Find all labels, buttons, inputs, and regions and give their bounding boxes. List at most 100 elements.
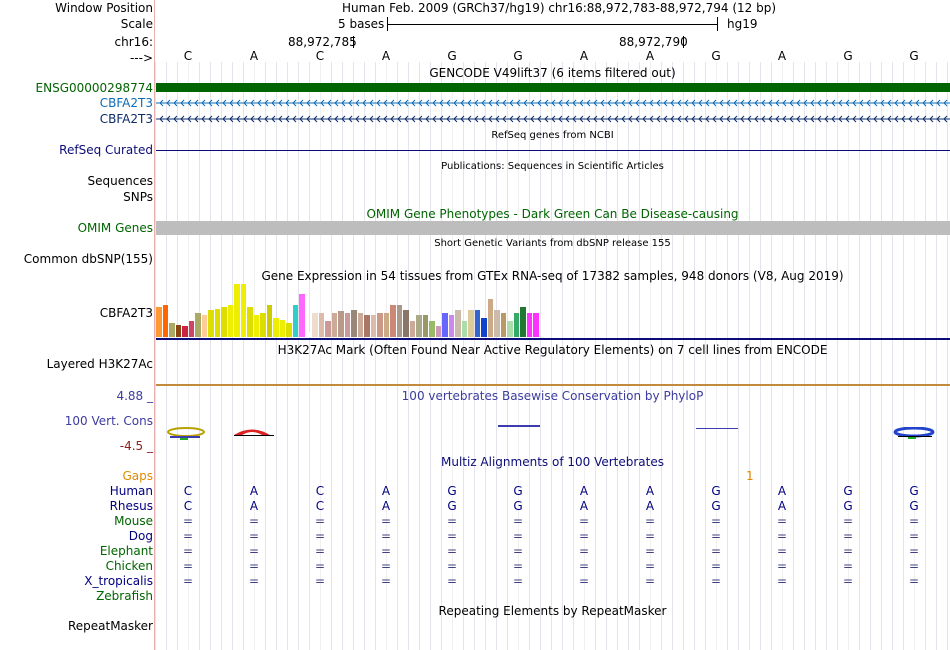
gencode-track-title[interactable]: GENCODE V49lift37 (6 items filtered out) — [429, 66, 676, 80]
gtex-track-label[interactable]: CBFA2T3 — [99, 306, 153, 320]
multiz-species-label[interactable]: Zebrafish — [96, 589, 153, 603]
gtex-tissue-bar[interactable] — [474, 310, 480, 337]
gtex-tissue-bar[interactable] — [325, 321, 331, 337]
gencode-gene-3-label[interactable]: CBFA2T3 — [99, 112, 153, 126]
gtex-tissue-bar[interactable] — [500, 313, 506, 337]
gtex-tissue-bar[interactable] — [299, 294, 305, 337]
gtex-tissue-bar[interactable] — [377, 313, 383, 337]
gtex-tissue-bar[interactable] — [338, 311, 344, 337]
gtex-tissue-bar[interactable] — [357, 313, 363, 337]
gtex-tissue-bar[interactable] — [533, 313, 539, 337]
repeatmasker-track-label[interactable]: RepeatMasker — [67, 619, 153, 633]
dbsnp-track-label[interactable]: Common dbSNP(155) — [23, 252, 153, 266]
gtex-tissue-bar[interactable] — [162, 305, 168, 337]
gtex-tissue-bar[interactable] — [448, 315, 454, 337]
gtex-tissue-bar[interactable] — [195, 313, 201, 337]
gtex-tissue-bar[interactable] — [227, 305, 233, 337]
multiz-species-label[interactable]: Rhesus — [109, 499, 153, 513]
gtex-tissue-bar[interactable] — [305, 332, 311, 337]
multiz-species-label[interactable]: Chicken — [105, 559, 153, 573]
gtex-tissue-bar[interactable] — [208, 310, 214, 337]
multiz-species-label[interactable]: X_tropicalis — [84, 574, 153, 588]
gtex-tissue-bar[interactable] — [273, 318, 279, 337]
strand-arrow — [866, 99, 871, 107]
gtex-tissue-bar[interactable] — [286, 323, 292, 337]
multiz-species-label[interactable]: Mouse — [114, 514, 153, 528]
publications-label-sequences[interactable]: Sequences — [87, 174, 153, 188]
gtex-tissue-bar[interactable] — [507, 321, 513, 337]
gtex-tissue-bar[interactable] — [435, 326, 441, 337]
gtex-tissue-bar[interactable] — [526, 313, 532, 337]
gtex-tissue-bar[interactable] — [188, 321, 194, 337]
gtex-tissue-bar[interactable] — [344, 313, 350, 337]
phylop-track-label[interactable]: 100 Vert. Cons — [64, 414, 153, 428]
gtex-tissue-bar[interactable] — [175, 325, 181, 337]
gtex-tissue-bar[interactable] — [403, 310, 409, 337]
gtex-tissue-bar[interactable] — [370, 315, 376, 337]
window-position-value[interactable]: Human Feb. 2009 (GRCh37/hg19) chr16:88,9… — [342, 1, 777, 15]
refseq-feature[interactable] — [156, 150, 950, 151]
refseq-track-label[interactable]: RefSeq Curated — [59, 143, 153, 157]
gencode-gene-2-label[interactable]: CBFA2T3 — [99, 96, 153, 110]
gtex-tissue-bar[interactable] — [201, 315, 207, 337]
dbsnp-track-title[interactable]: Short Genetic Variants from dbSNP releas… — [434, 238, 671, 249]
phylop-logo-small-2 — [696, 428, 738, 429]
gtex-tissue-bar[interactable] — [279, 320, 285, 337]
multiz-species-label[interactable]: Human — [109, 484, 153, 498]
multiz-species-label[interactable]: Dog — [128, 529, 153, 543]
gtex-tissue-bar[interactable] — [429, 321, 435, 337]
omim-track-label[interactable]: OMIM Genes — [77, 221, 153, 235]
gtex-tissue-bar[interactable] — [513, 313, 519, 337]
gtex-tissue-bar[interactable] — [331, 313, 337, 337]
gtex-tissue-bar[interactable] — [260, 313, 266, 337]
gencode-gene-3-feature[interactable] — [156, 114, 950, 124]
gtex-tissue-bar[interactable] — [169, 323, 175, 337]
publications-label-snps[interactable]: SNPs — [123, 190, 153, 204]
gtex-tissue-bar[interactable] — [364, 315, 370, 337]
gtex-tissue-bar[interactable] — [455, 310, 461, 337]
gtex-tissue-bar[interactable] — [318, 313, 324, 337]
publications-track-title[interactable]: Publications: Sequences in Scientific Ar… — [441, 161, 664, 172]
gtex-tissue-bar[interactable] — [266, 305, 272, 337]
gtex-tissue-bar[interactable] — [156, 307, 162, 337]
gencode-gene-1-label[interactable]: ENSG00000298774 — [35, 81, 153, 95]
gtex-tissue-bar[interactable] — [442, 313, 448, 337]
gencode-gene-1-feature[interactable] — [156, 83, 950, 92]
gtex-tissue-bar[interactable] — [240, 284, 246, 337]
gtex-tissue-bar[interactable] — [234, 284, 240, 337]
gtex-tissue-bar[interactable] — [396, 305, 402, 337]
gtex-tissue-bar[interactable] — [422, 315, 428, 337]
multiz-species-label[interactable]: Elephant — [99, 544, 153, 558]
multiz-track-title[interactable]: Multiz Alignments of 100 Vertebrates — [440, 455, 665, 469]
h3k27ac-signal[interactable] — [156, 384, 950, 386]
omim-feature[interactable] — [156, 221, 950, 235]
gtex-tissue-bar[interactable] — [409, 321, 415, 337]
gtex-tissue-bar[interactable] — [253, 315, 259, 337]
gtex-tissue-bar[interactable] — [494, 310, 500, 337]
omim-track-title[interactable]: OMIM Gene Phenotypes - Dark Green Can Be… — [366, 207, 739, 221]
gtex-tissue-bar[interactable] — [383, 313, 389, 337]
phylop-track-title[interactable]: 100 vertebrates Basewise Conservation by… — [401, 389, 704, 403]
gtex-track-title[interactable]: Gene Expression in 54 tissues from GTEx … — [261, 269, 844, 283]
repeatmasker-track-title[interactable]: Repeating Elements by RepeatMasker — [438, 604, 667, 618]
gtex-tissue-bar[interactable] — [292, 305, 298, 337]
gtex-tissue-bar[interactable] — [221, 307, 227, 337]
refseq-track-title[interactable]: RefSeq genes from NCBI — [491, 130, 614, 141]
gtex-tissue-bar[interactable] — [247, 307, 253, 337]
gtex-tissue-bar[interactable] — [312, 313, 318, 337]
gencode-gene-2-feature[interactable] — [156, 98, 950, 108]
h3k27ac-track-title[interactable]: H3K27Ac Mark (Often Found Near Active Re… — [277, 343, 828, 357]
gtex-tissue-bar[interactable] — [182, 326, 188, 337]
gtex-tissue-bar[interactable] — [416, 315, 422, 337]
h3k27ac-track-label[interactable]: Layered H3K27Ac — [46, 357, 153, 371]
strand-arrow — [628, 99, 633, 107]
gtex-tissue-bar[interactable] — [520, 307, 526, 337]
strand-arrow — [271, 99, 276, 107]
gtex-tissue-bar[interactable] — [351, 310, 357, 337]
gtex-tissue-bar[interactable] — [390, 305, 396, 337]
gtex-tissue-bar[interactable] — [487, 299, 493, 337]
gtex-tissue-bar[interactable] — [214, 309, 220, 337]
gtex-tissue-bar[interactable] — [461, 321, 467, 337]
gtex-tissue-bar[interactable] — [468, 310, 474, 337]
gtex-tissue-bar[interactable] — [481, 318, 487, 337]
